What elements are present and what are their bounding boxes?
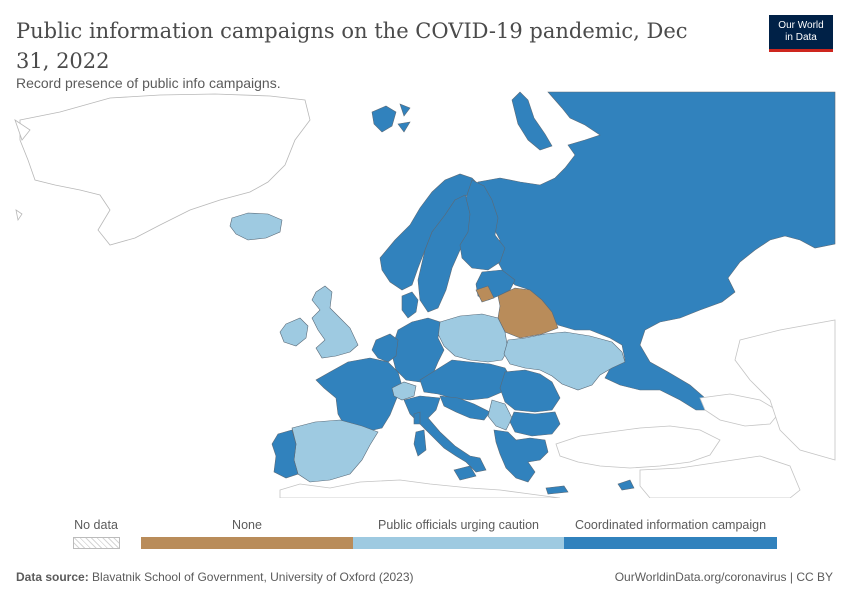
legend-caution-label: Public officials urging caution [378,518,539,532]
corsica[interactable] [413,411,421,425]
portugal[interactable] [271,429,299,479]
poland[interactable] [437,313,509,363]
legend-no-data-label: No data [74,518,118,532]
central-asia[interactable] [734,319,836,461]
spain[interactable] [291,419,379,483]
denmark[interactable] [401,291,419,319]
legend: No data None Public officials urging cau… [0,515,850,555]
source-label: Data source: [16,570,89,584]
serbia[interactable] [487,399,513,431]
legend-none-swatch[interactable] [141,537,353,549]
svalbard[interactable] [371,103,411,133]
sardinia[interactable] [413,429,427,457]
arctic-island-2 [15,209,23,222]
sweden[interactable] [417,194,473,313]
bulgaria[interactable] [509,411,561,437]
europe-map [14,91,836,498]
footer-link[interactable]: OurWorldinData.org/coronavirus | CC BY [614,570,833,584]
novaya-zemlya[interactable] [511,91,553,151]
balkans-greece[interactable] [493,429,549,483]
russia[interactable] [469,91,836,411]
ukraine[interactable] [503,331,626,391]
legend-no-data-swatch[interactable] [73,537,120,549]
arctic-island-1 [14,119,31,141]
benelux[interactable] [371,333,399,363]
greenland[interactable] [19,93,311,246]
logo-line-2: in Data [785,32,817,43]
cyprus[interactable] [617,479,635,491]
finland[interactable] [459,179,506,271]
chart-subtitle: Record presence of public info campaigns… [16,75,281,91]
source-text[interactable]: Blavatnik School of Government, Universi… [92,570,414,584]
middle-east[interactable] [639,455,801,498]
chart-title: Public information campaigns on the COVI… [16,19,688,73]
north-africa[interactable] [279,479,561,498]
turkey[interactable] [555,425,721,469]
caucasus[interactable] [699,393,781,427]
switzerland[interactable] [391,381,417,401]
legend-coordinated-swatch[interactable] [564,537,777,549]
legend-none-label: None [232,518,262,532]
croatia[interactable] [439,395,491,421]
belarus[interactable] [497,287,559,339]
sicily[interactable] [453,465,477,481]
legend-coordinated-label: Coordinated information campaign [574,518,767,532]
footer-source: Data source: Blavatnik School of Governm… [16,570,414,584]
italy[interactable] [403,395,487,473]
kaliningrad-area[interactable] [475,285,495,303]
iceland[interactable] [229,212,283,241]
romania[interactable] [499,369,561,413]
legend-caution-swatch[interactable] [353,537,564,549]
france[interactable] [315,357,403,433]
united-kingdom[interactable] [311,285,359,359]
owid-logo[interactable]: Our World in Data [769,15,833,52]
ireland[interactable] [279,317,309,347]
crete[interactable] [545,485,569,495]
logo-line-1: Our World [778,20,824,31]
